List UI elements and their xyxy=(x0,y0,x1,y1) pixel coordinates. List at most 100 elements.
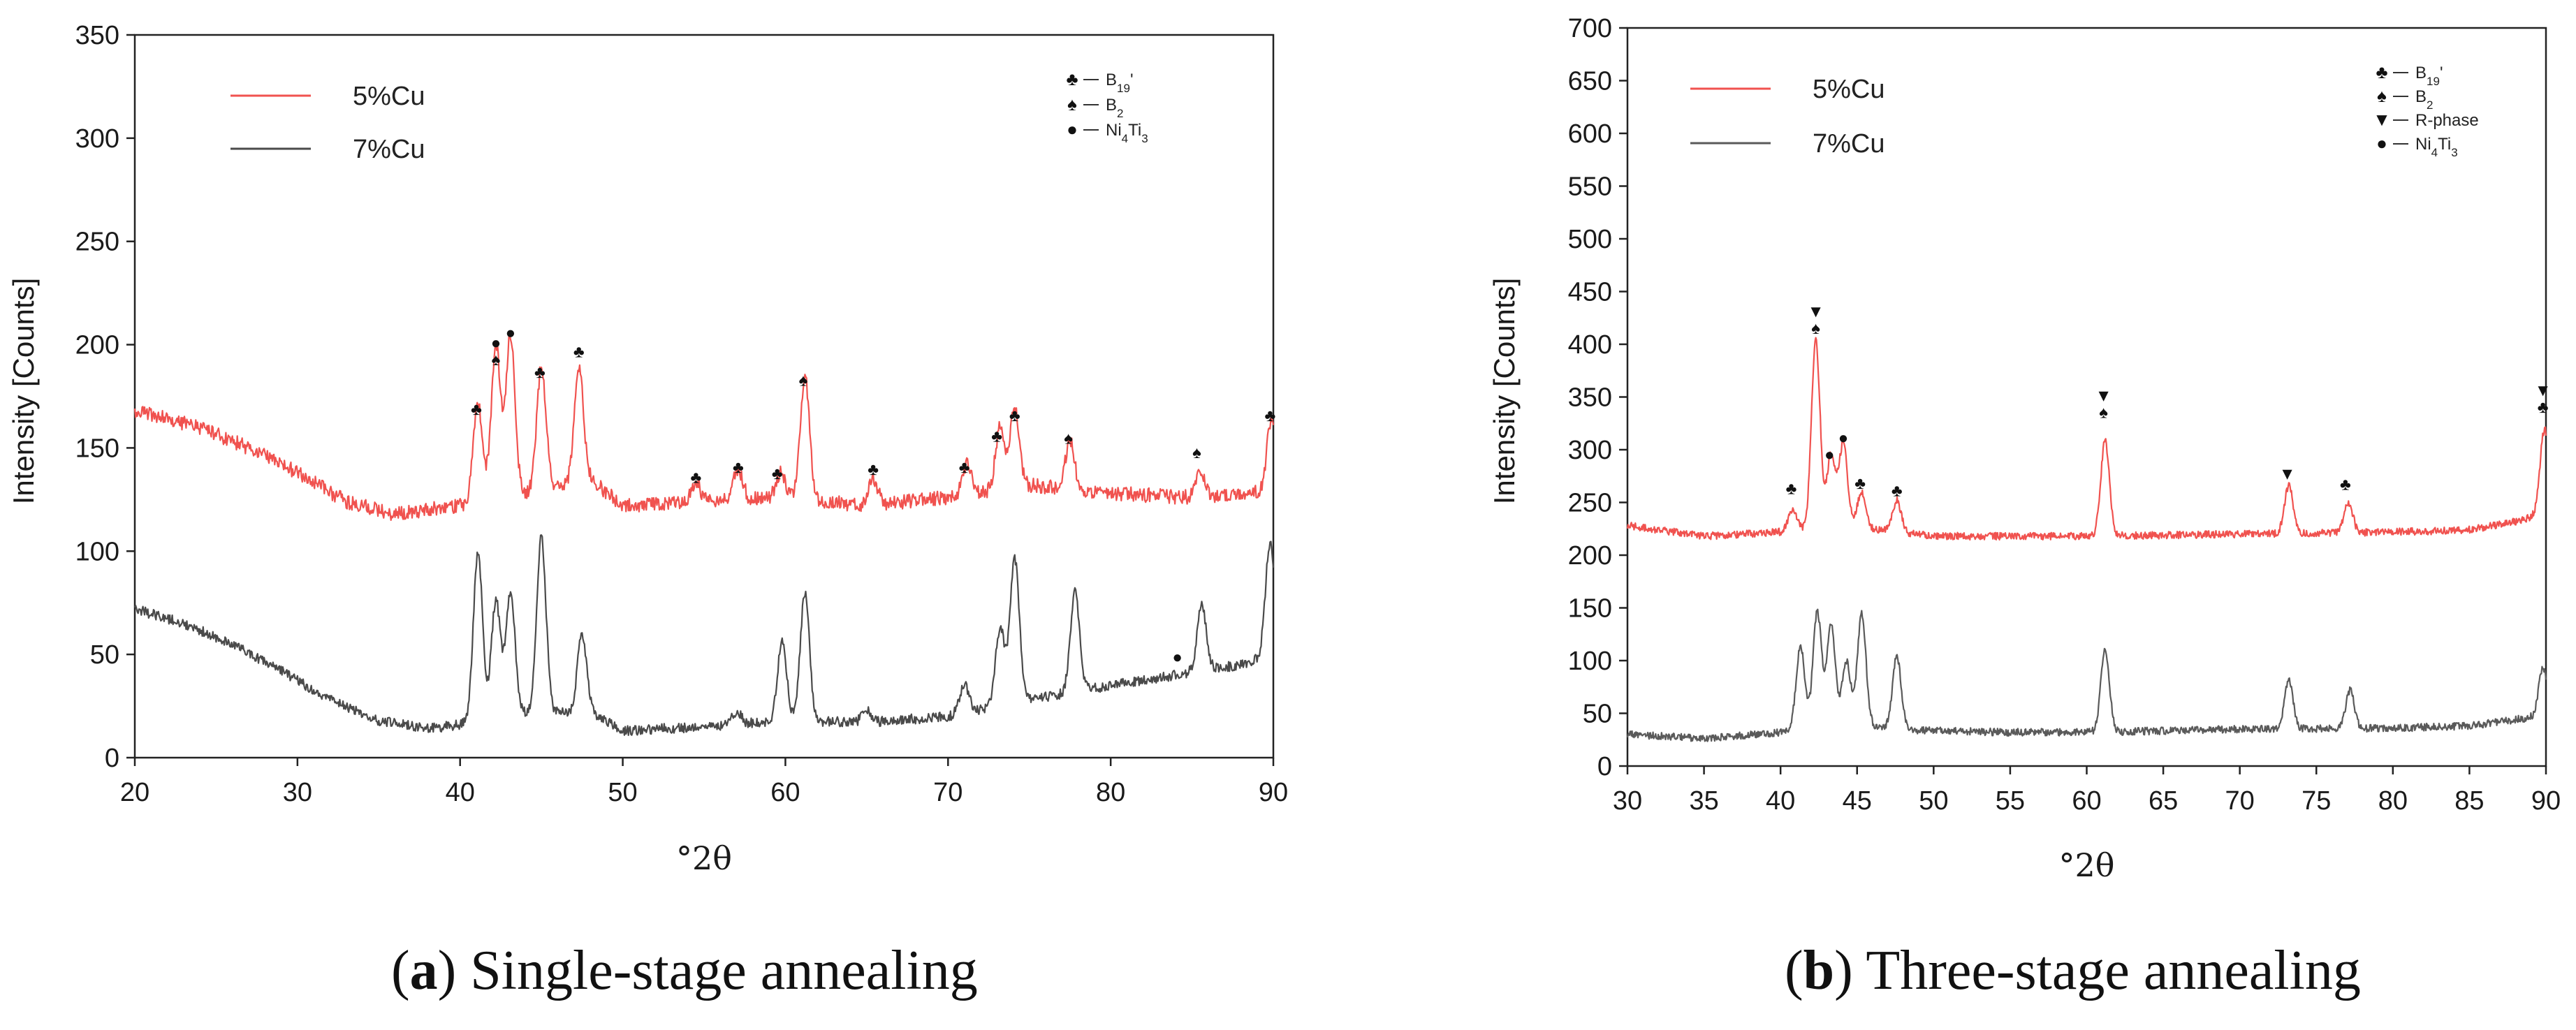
y-tick-label: 200 xyxy=(1568,541,1612,571)
x-tick-label: 70 xyxy=(2225,786,2255,816)
x-tick-label: 65 xyxy=(2149,786,2178,816)
peak-annotation: ♠ xyxy=(2099,404,2108,422)
y-axis-label: Intensity [Counts] xyxy=(7,278,40,505)
x-tick-label: 45 xyxy=(1843,786,1872,816)
plot-frame xyxy=(133,34,1275,759)
x-tick-label: 40 xyxy=(1766,786,1795,816)
y-tick-label: 700 xyxy=(1568,14,1612,43)
y-axis-label: Intensity [Counts] xyxy=(1488,278,1521,505)
peak-annotation: ▼ xyxy=(2535,381,2552,400)
peak-annotation: ♣ xyxy=(733,458,744,477)
peak-annotation: ♣ xyxy=(2340,475,2351,494)
y-tick-label: 350 xyxy=(1568,383,1612,413)
y-tick-label: 600 xyxy=(1568,119,1612,149)
peak-annotation: ♠ xyxy=(492,351,501,369)
y-tick-label: 300 xyxy=(75,124,119,154)
x-tick-label: 80 xyxy=(2378,786,2408,816)
phase-symbol: ● xyxy=(2376,133,2387,154)
peak-annotation: ♣ xyxy=(772,464,783,483)
peak-annotation: ♣ xyxy=(1786,479,1797,498)
y-tick-label: 50 xyxy=(90,640,119,670)
y-tick-label: 300 xyxy=(1568,436,1612,465)
phase-label: Ni4Ti3 xyxy=(1106,121,1148,145)
peak-annotation: ♣ xyxy=(1891,481,1903,500)
phase-label: Ni4Ti3 xyxy=(2415,135,2458,159)
y-tick-label: 650 xyxy=(1568,67,1612,96)
phase-symbol: ▼ xyxy=(2373,109,2391,130)
peak-annotation: ● xyxy=(1824,446,1835,464)
peak-annotation: ▼ xyxy=(2279,464,2296,483)
y-tick-label: 150 xyxy=(1568,594,1612,624)
y-tick-label: 500 xyxy=(1568,225,1612,254)
caption-b: (b) Three-stage annealing xyxy=(1785,940,2361,1001)
y-tick-label: 450 xyxy=(1568,278,1612,307)
peak-annotation: ▼ xyxy=(2095,387,2112,406)
phase-label: B19' xyxy=(1106,71,1134,95)
caption-a: (a) Single-stage annealing xyxy=(391,940,978,1001)
series-line-5pctCu xyxy=(133,333,1275,521)
x-tick-label: 85 xyxy=(2454,786,2484,816)
plot-frame xyxy=(1626,27,2547,767)
x-axis-label: °2θ xyxy=(676,839,732,877)
y-tick-label: 150 xyxy=(75,434,119,463)
y-tick-label: 0 xyxy=(1597,752,1612,781)
x-tick-label: 50 xyxy=(608,778,637,807)
phase-symbol: ♠ xyxy=(2377,85,2387,106)
peak-annotation: ♣ xyxy=(1854,474,1866,493)
peak-annotation: ● xyxy=(1172,648,1183,667)
phase-label: R-phase xyxy=(2415,111,2479,130)
peak-annotation: ♣ xyxy=(690,469,701,487)
y-tick-label: 100 xyxy=(75,537,119,566)
peak-annotation: ♠ xyxy=(1192,443,1201,462)
y-tick-label: 50 xyxy=(1583,700,1612,729)
y-tick-label: 400 xyxy=(1568,330,1612,360)
series-line-5pctCu xyxy=(1626,337,2547,541)
peak-annotation: ♣ xyxy=(868,460,879,479)
y-tick-label: 100 xyxy=(1568,647,1612,676)
chart-single-stage: 20 30 40 50 60 70 80 90 0 50 100 150 200 250 300 350 Int… xyxy=(7,21,1288,877)
peak-annotation: ● xyxy=(491,334,502,353)
y-tick-label: 250 xyxy=(1568,489,1612,518)
peak-annotation: ● xyxy=(1838,429,1849,448)
y-tick-label: 350 xyxy=(75,21,119,50)
phase-label: B2 xyxy=(2415,87,2433,112)
x-tick-label: 60 xyxy=(2072,786,2101,816)
y-tick-label: 550 xyxy=(1568,172,1612,202)
x-tick-label: 80 xyxy=(1096,778,1125,807)
x-tick-label: 50 xyxy=(1919,786,1948,816)
legend-label: 5%Cu xyxy=(353,82,425,111)
peak-annotation: ♣ xyxy=(534,363,546,382)
peak-annotation: ♠ xyxy=(1811,319,1820,338)
x-tick-label: 75 xyxy=(2301,786,2331,816)
peak-annotation: ♣ xyxy=(959,458,970,477)
legend-label: 7%Cu xyxy=(1813,129,1885,159)
peak-annotation: ♠ xyxy=(799,371,808,390)
x-tick-label: 30 xyxy=(283,778,312,807)
peak-annotation: ♣ xyxy=(2538,398,2549,417)
chart-three-stage: 30 35 40 45 50 55 60 65 70 75 80 85 90 0 50 100 150 200 25… xyxy=(1488,14,2561,884)
peak-annotation: ● xyxy=(506,324,516,343)
peak-annotation: ♣ xyxy=(1264,406,1275,425)
legend-label: 5%Cu xyxy=(1813,75,1885,104)
phase-label: B2 xyxy=(1106,96,1123,120)
series-line-7pctCu xyxy=(134,534,1275,736)
phase-symbol: ♠ xyxy=(1067,94,1077,115)
x-tick-label: 55 xyxy=(1996,786,2025,816)
y-tick-label: 200 xyxy=(75,331,119,360)
phase-symbol: ♣ xyxy=(2376,61,2387,82)
phase-symbol: ● xyxy=(1067,119,1078,140)
peak-annotation: ▼ xyxy=(1808,302,1824,321)
phase-symbol: ♣ xyxy=(1066,68,1078,89)
x-tick-label: 90 xyxy=(1259,778,1288,807)
x-tick-label: 90 xyxy=(2531,786,2561,816)
peak-annotation: ♣ xyxy=(1009,406,1020,425)
x-tick-label: 35 xyxy=(1689,786,1718,816)
legend-label: 7%Cu xyxy=(353,135,425,164)
peak-annotation: ♣ xyxy=(573,342,585,361)
x-axis-label: °2θ xyxy=(2059,846,2115,884)
peak-annotation: ♣ xyxy=(471,400,482,419)
y-tick-label: 0 xyxy=(105,744,119,773)
series-line-7pctCu xyxy=(1626,608,2547,742)
x-tick-label: 40 xyxy=(446,778,475,807)
